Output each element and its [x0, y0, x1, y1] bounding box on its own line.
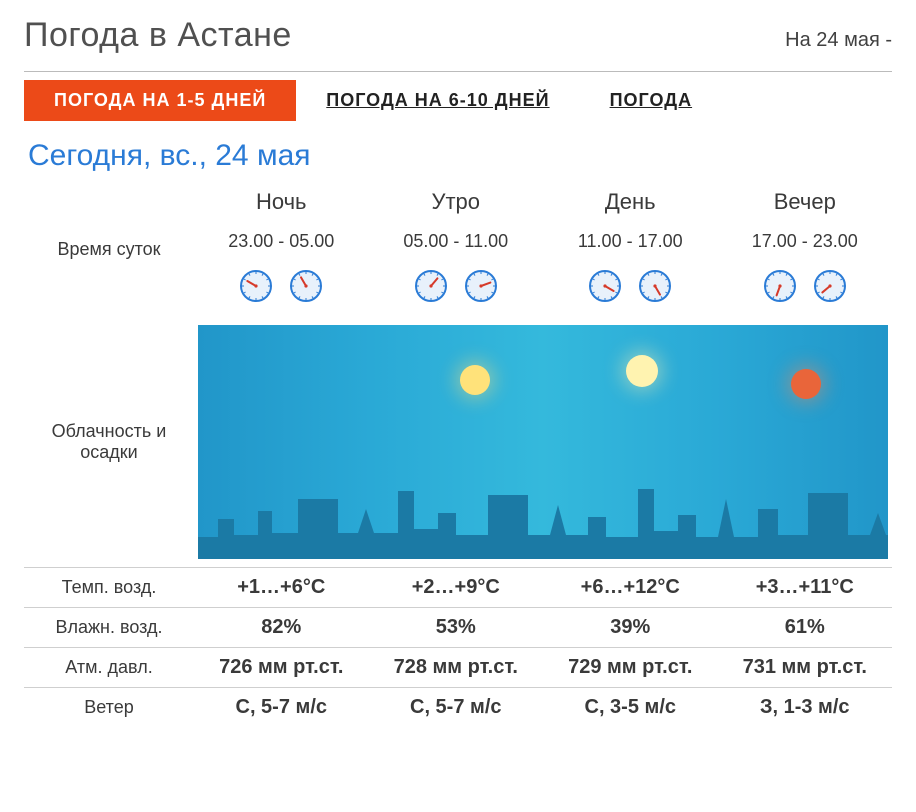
barometer-icon — [587, 268, 623, 309]
humidity-1: 53% — [369, 608, 544, 648]
today-title: Сегодня, вс., 24 мая — [28, 139, 892, 173]
skyline-silhouette — [198, 469, 888, 559]
pressure-0: 726 мм рт.ст. — [194, 648, 369, 688]
barometer-icon — [463, 268, 499, 309]
header: Погода в Астане На 24 мая - — [24, 12, 892, 72]
label-temp: Темп. возд. — [24, 568, 194, 608]
page-title: Погода в Астане — [24, 16, 292, 55]
barometer-icon — [288, 268, 324, 309]
daypart-range-2: 11.00 - 17.00 — [543, 223, 718, 260]
tab-days-1-5[interactable]: ПОГОДА НА 1-5 ДНЕЙ — [24, 80, 296, 121]
label-wind: Ветер — [24, 688, 194, 728]
barometer-icon — [812, 268, 848, 309]
forecast-table: Время суток Ночь Утро День Вечер 23.00 -… — [24, 181, 892, 727]
row-humidity: Влажн. возд. 82% 53% 39% 61% — [24, 608, 892, 648]
sky-cell — [194, 317, 892, 568]
label-clouds: Облачность и осадки — [24, 317, 194, 568]
label-humidity: Влажн. возд. — [24, 608, 194, 648]
temp-0: +1…+6°C — [194, 568, 369, 608]
tabs: ПОГОДА НА 1-5 ДНЕЙ ПОГОДА НА 6-10 ДНЕЙ П… — [24, 80, 892, 121]
barometer-icon — [762, 268, 798, 309]
sun-icon — [460, 365, 490, 395]
pressure-2: 729 мм рт.ст. — [543, 648, 718, 688]
daypart-name-3: Вечер — [718, 181, 893, 223]
label-pressure: Атм. давл. — [24, 648, 194, 688]
label-time-of-day: Время суток — [24, 181, 194, 317]
barometer-icon — [637, 268, 673, 309]
pressure-3: 731 мм рт.ст. — [718, 648, 893, 688]
row-pressure: Атм. давл. 726 мм рт.ст. 728 мм рт.ст. 7… — [24, 648, 892, 688]
page-root: Погода в Астане На 24 мая - ПОГОДА НА 1-… — [0, 0, 916, 739]
skyline-path — [198, 489, 888, 559]
humidity-0: 82% — [194, 608, 369, 648]
sky-canvas — [198, 325, 888, 559]
wind-0: С, 5-7 м/с — [194, 688, 369, 728]
tab-more[interactable]: ПОГОДА — [580, 80, 723, 121]
wind-2: С, 3-5 м/с — [543, 688, 718, 728]
temp-3: +3…+11°C — [718, 568, 893, 608]
humidity-2: 39% — [543, 608, 718, 648]
row-wind: Ветер С, 5-7 м/с С, 5-7 м/с С, 3-5 м/с З… — [24, 688, 892, 728]
daypart-name-2: День — [543, 181, 718, 223]
daypart-range-0: 23.00 - 05.00 — [194, 223, 369, 260]
row-daypart-names: Время суток Ночь Утро День Вечер — [24, 181, 892, 223]
header-date: На 24 мая - — [785, 29, 892, 52]
daypart-range-3: 17.00 - 23.00 — [718, 223, 893, 260]
gauges-3 — [762, 268, 848, 309]
gauges-0 — [238, 268, 324, 309]
daypart-range-1: 05.00 - 11.00 — [369, 223, 544, 260]
wind-1: С, 5-7 м/с — [369, 688, 544, 728]
gauges-1 — [413, 268, 499, 309]
row-sky: Облачность и осадки — [24, 317, 892, 568]
temp-1: +2…+9°C — [369, 568, 544, 608]
sun-icon — [626, 355, 658, 387]
gauges-2 — [587, 268, 673, 309]
barometer-icon — [413, 268, 449, 309]
row-temp: Темп. возд. +1…+6°C +2…+9°C +6…+12°C +3…… — [24, 568, 892, 608]
wind-3: З, 1-3 м/с — [718, 688, 893, 728]
temp-2: +6…+12°C — [543, 568, 718, 608]
pressure-1: 728 мм рт.ст. — [369, 648, 544, 688]
barometer-icon — [238, 268, 274, 309]
tab-days-6-10[interactable]: ПОГОДА НА 6-10 ДНЕЙ — [296, 80, 579, 121]
humidity-3: 61% — [718, 608, 893, 648]
daypart-name-0: Ночь — [194, 181, 369, 223]
daypart-name-1: Утро — [369, 181, 544, 223]
